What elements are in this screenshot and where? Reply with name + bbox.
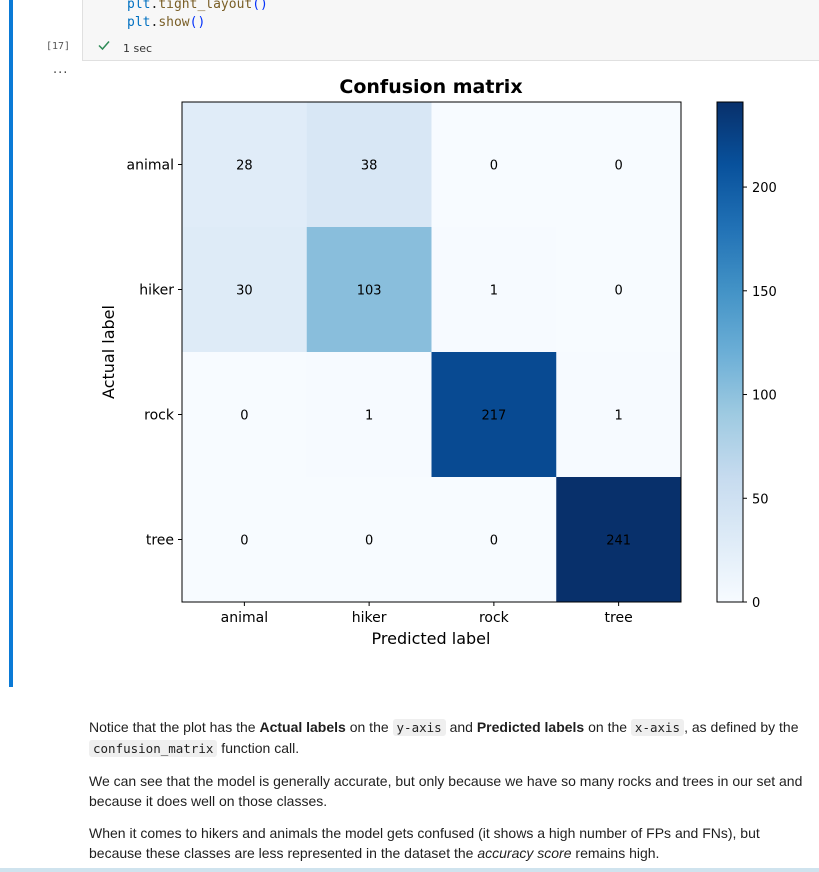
check-icon bbox=[98, 41, 110, 51]
cell-value-label: 30 bbox=[236, 284, 253, 299]
cell-value-label: 0 bbox=[365, 534, 373, 549]
heatmap-cell bbox=[556, 227, 682, 353]
cell-value-label: 1 bbox=[365, 409, 373, 424]
markdown-paragraph-3: When it comes to hikers and animals the … bbox=[89, 825, 760, 861]
y-tick-label: hiker bbox=[139, 283, 174, 299]
heatmap-cell bbox=[556, 102, 682, 228]
plot-frame bbox=[181, 101, 682, 603]
heatmap-cell bbox=[431, 102, 557, 228]
cell-value-label: 103 bbox=[357, 284, 382, 299]
heatmap-cell bbox=[306, 102, 432, 228]
cell-value-label: 0 bbox=[240, 534, 248, 549]
execution-count: [17] bbox=[46, 41, 71, 52]
cell-value-label: 217 bbox=[481, 409, 506, 424]
markdown-paragraph-2: We can see that the model is generally a… bbox=[89, 773, 803, 809]
y-tick-label: rock bbox=[144, 408, 175, 424]
chart-title: Confusion matrix bbox=[339, 76, 522, 98]
colorbar-tick-label: 50 bbox=[752, 492, 769, 507]
heatmap-cell bbox=[182, 102, 308, 228]
markdown-paragraph-1: Notice that the plot has the Actual labe… bbox=[89, 719, 799, 757]
cell-value-label: 38 bbox=[361, 159, 378, 174]
heatmap-cell bbox=[431, 352, 557, 478]
heatmap-cell bbox=[306, 227, 432, 353]
heatmap-cell bbox=[306, 352, 432, 478]
y-axis-label: Actual label bbox=[99, 305, 118, 399]
cell-value-label: 1 bbox=[490, 284, 498, 299]
colorbar-tick-label: 200 bbox=[752, 181, 777, 196]
cell-value-label: 0 bbox=[614, 159, 622, 174]
heatmap-cell bbox=[556, 352, 682, 478]
cell-status-bar bbox=[82, 34, 819, 61]
code-line-1: plt.tight_layout() bbox=[127, 0, 268, 12]
x-axis-label: Predicted label bbox=[372, 629, 491, 648]
cell-value-label: 0 bbox=[490, 159, 498, 174]
heatmap-cell bbox=[431, 477, 557, 603]
cell-value-label: 1 bbox=[614, 409, 622, 424]
heatmap-cell bbox=[556, 477, 682, 603]
heatmap-cell bbox=[431, 227, 557, 353]
confusion-matrix-chart: Confusion matrix 28 38 0 030 103 1 00 1 217 10 0 0 2… bbox=[99, 76, 777, 648]
x-tick-label: tree bbox=[605, 610, 633, 626]
colorbar bbox=[716, 101, 744, 603]
cell-value-label: 241 bbox=[606, 534, 631, 549]
y-tick-label: animal bbox=[127, 158, 174, 174]
cell-divider bbox=[0, 868, 819, 872]
inline-code: y-axis bbox=[392, 719, 446, 736]
colorbar-tick-label: 0 bbox=[752, 596, 760, 611]
active-cell-indicator bbox=[9, 0, 13, 687]
cell-value-label: 0 bbox=[614, 284, 622, 299]
cell-value-label: 0 bbox=[240, 409, 248, 424]
heatmap-cell bbox=[182, 352, 308, 478]
inline-code: x-axis bbox=[630, 719, 685, 736]
code-cell-editor[interactable]: plt.tight_layout() plt.show() bbox=[82, 0, 819, 34]
heatmap-cell bbox=[306, 477, 432, 603]
inline-code: confusion_matrix bbox=[89, 740, 218, 757]
output-menu-button[interactable]: ... bbox=[53, 62, 69, 77]
heatmap-cell bbox=[182, 477, 308, 603]
x-tick-label: rock bbox=[479, 610, 510, 626]
execution-time: 1 sec bbox=[123, 42, 153, 55]
cell-value-label: 0 bbox=[490, 534, 498, 549]
colorbar-tick-label: 100 bbox=[752, 389, 777, 404]
x-tick-label: hiker bbox=[352, 610, 387, 626]
colorbar-tick-label: 150 bbox=[752, 285, 777, 300]
y-tick-label: tree bbox=[146, 533, 174, 549]
code-line-2: plt.show() bbox=[127, 15, 206, 30]
heatmap-cell bbox=[182, 227, 308, 353]
cell-value-label: 28 bbox=[236, 159, 253, 174]
x-tick-label: animal bbox=[221, 610, 268, 626]
